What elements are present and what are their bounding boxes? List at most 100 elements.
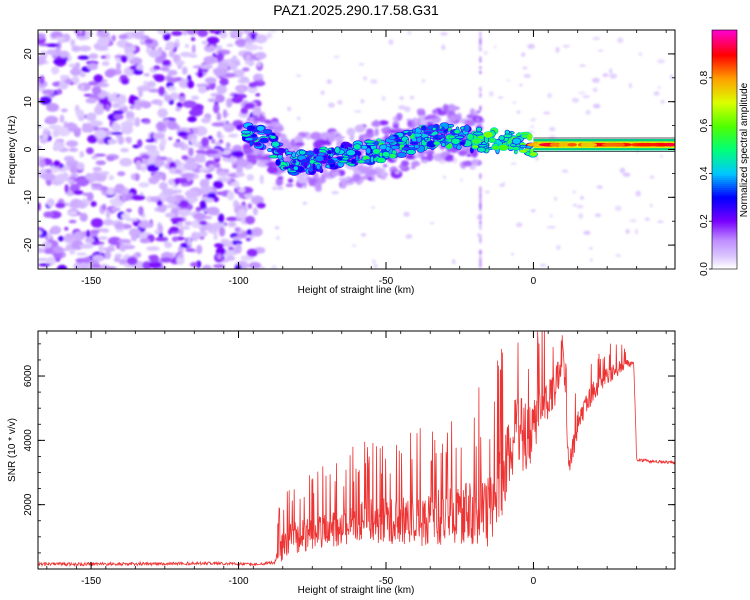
noise-blob: [144, 144, 158, 151]
spectrogram-x-label: -100: [229, 276, 249, 287]
colorbar-cell: [712, 141, 737, 145]
noise-blob: [111, 121, 119, 132]
noise-blob: [41, 241, 53, 249]
colorbar-cell: [712, 195, 737, 198]
noise-blob: [168, 136, 173, 141]
noise-blob: [105, 209, 111, 219]
snr-x-label: 0: [531, 576, 537, 587]
noise-blob: [124, 42, 133, 47]
signal-halo-blob: [265, 162, 276, 166]
noise-blob: [195, 206, 202, 212]
noise-blob: [90, 201, 97, 207]
spectrogram-y-ticks: -20 -10 0 10 20: [23, 29, 675, 270]
noise-blob: [179, 199, 190, 208]
noise-blob: [235, 172, 246, 177]
noise-blob: [112, 110, 125, 115]
noise-blob: [370, 79, 378, 84]
noise-blob: [157, 100, 163, 107]
signal-blob: [256, 125, 265, 132]
signal-halo-blob: [462, 160, 474, 167]
noise-blob: [142, 261, 152, 269]
noise-blob: [512, 101, 516, 104]
noise-blob: [117, 171, 126, 177]
noise-blob: [146, 246, 160, 252]
noise-blob: [660, 100, 665, 104]
noise-blob: [96, 83, 110, 88]
noise-blob: [137, 101, 146, 107]
noise-blob: [235, 243, 242, 253]
noise-blob: [90, 120, 103, 127]
noise-blob: [657, 86, 661, 89]
colorbar-cell: [712, 79, 737, 83]
noise-blob: [206, 206, 220, 216]
signal-blob: [498, 135, 505, 142]
noise-blob: [594, 213, 602, 218]
noise-blob: [125, 241, 131, 247]
noise-blob: [135, 173, 140, 182]
noise-blob: [614, 205, 622, 211]
colorbar-cell: [712, 91, 737, 95]
noise-blob: [239, 187, 246, 193]
noise-blob: [597, 49, 604, 52]
noise-blob: [547, 92, 552, 99]
noise-blob: [43, 248, 55, 254]
signal-halo-blob: [471, 158, 479, 166]
noise-blob: [171, 30, 183, 36]
noise-blob: [199, 200, 207, 210]
spectrogram-y-label: 20: [23, 48, 34, 60]
noise-blob: [451, 259, 456, 265]
noise-blob: [388, 39, 394, 45]
noise-blob: [43, 127, 49, 132]
signal-stripe-blob: [479, 37, 482, 39]
noise-blob: [585, 109, 591, 115]
noise-blob: [168, 50, 175, 58]
signal-blob: [270, 140, 280, 148]
noise-blob: [649, 175, 655, 179]
noise-blob: [87, 63, 98, 71]
spectrogram-x-label: -50: [379, 276, 394, 287]
colorbar-label: Normalized spectral amplitude: [739, 82, 750, 217]
noise-blob: [629, 219, 637, 223]
noise-blob: [148, 49, 161, 58]
noise-blob: [186, 236, 192, 247]
signal-halo-blob: [273, 126, 284, 132]
noise-blob: [237, 208, 247, 219]
colorbar-cell: [712, 119, 737, 123]
noise-blob: [154, 229, 160, 235]
colorbar-cell: [712, 233, 737, 236]
signal-halo-blob: [378, 120, 389, 126]
colorbar-cell: [712, 95, 737, 99]
noise-blob: [571, 97, 580, 103]
spectrogram-x-label: 0: [531, 276, 537, 287]
signal-halo-blob: [287, 178, 294, 183]
noise-blob: [169, 92, 180, 101]
noise-blob: [119, 244, 127, 252]
noise-blob: [182, 100, 197, 108]
signal-halo-blob: [382, 163, 388, 168]
noise-blob: [79, 243, 94, 249]
noise-blob: [91, 155, 98, 160]
colorbar-cell: [712, 33, 737, 37]
noise-blob: [176, 101, 183, 109]
noise-blob: [215, 94, 225, 103]
spectrogram-y-label: -20: [23, 237, 34, 252]
noise-blob: [629, 82, 632, 89]
signal-halo-blob: [314, 181, 322, 190]
colorbar-cell: [712, 59, 737, 63]
colorbar-cell: [712, 165, 737, 169]
colorbar-cell: [712, 31, 737, 35]
noise-blob: [188, 54, 198, 58]
colorbar-cell: [712, 185, 737, 188]
noise-blob: [104, 250, 112, 260]
noise-blob: [173, 141, 182, 148]
signal-blob: [360, 144, 368, 150]
noise-blob: [53, 142, 65, 151]
noise-blob: [164, 241, 173, 249]
noise-blob: [180, 226, 191, 230]
signal-halo-blob: [416, 108, 425, 114]
noise-blob: [113, 113, 124, 120]
noise-blob: [136, 63, 144, 71]
noise-blob: [152, 132, 166, 140]
noise-blob: [578, 213, 583, 219]
noise-blob: [216, 52, 224, 63]
